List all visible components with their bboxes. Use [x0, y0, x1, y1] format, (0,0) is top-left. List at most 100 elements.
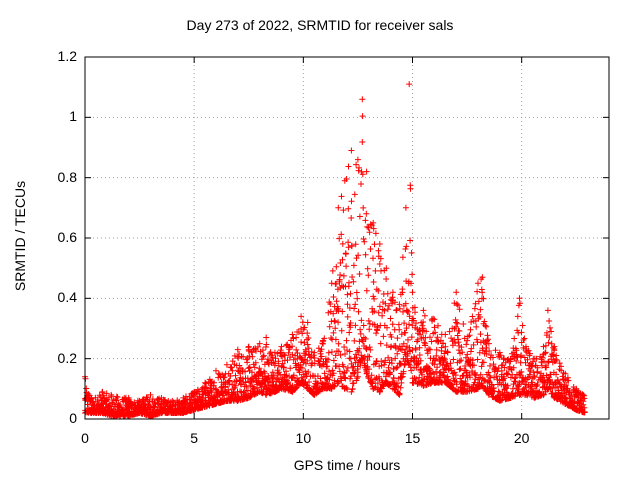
data-point [512, 393, 519, 400]
data-point [496, 349, 503, 356]
x-tick-label: 10 [295, 430, 312, 446]
data-point [253, 348, 259, 354]
data-point [479, 347, 486, 354]
data-point [108, 413, 115, 419]
data-point [452, 340, 459, 347]
data-point [469, 357, 476, 364]
data-point [360, 204, 367, 211]
data-point [311, 360, 318, 367]
data-point [416, 344, 423, 351]
data-point [296, 369, 303, 376]
data-point [380, 383, 387, 390]
data-point [545, 339, 552, 346]
data-point [357, 330, 364, 337]
data-point [514, 313, 521, 320]
data-point [453, 289, 460, 296]
data-point [202, 379, 209, 386]
data-point [485, 340, 492, 347]
data-point [448, 335, 455, 342]
data-point [136, 397, 143, 404]
data-point [477, 331, 484, 338]
data-point [355, 252, 362, 259]
data-point [482, 322, 489, 329]
data-point [191, 406, 198, 413]
data-point [514, 354, 521, 361]
data-point [516, 391, 523, 398]
data-point [147, 391, 154, 398]
data-point [384, 324, 390, 331]
data-point [385, 354, 392, 361]
data-point [338, 231, 345, 238]
data-point [350, 380, 357, 387]
data-point [489, 354, 496, 361]
data-point [507, 355, 514, 362]
data-point [331, 317, 338, 324]
data-point [393, 365, 400, 371]
data-point [474, 356, 481, 363]
data-point [581, 409, 588, 416]
data-point [202, 403, 209, 410]
data-point [431, 361, 438, 368]
data-point [393, 306, 400, 313]
data-point [395, 321, 402, 328]
y-tick-label: 0.8 [57, 168, 77, 185]
data-point [364, 265, 371, 272]
data-point [232, 372, 239, 379]
data-point [520, 336, 527, 343]
data-point [290, 356, 297, 363]
data-point [581, 395, 588, 402]
data-point [552, 358, 559, 364]
data-point [245, 365, 252, 372]
data-point [371, 241, 378, 248]
data-point [381, 361, 388, 368]
data-point [388, 343, 395, 350]
data-point [318, 353, 325, 360]
data-point [475, 298, 482, 305]
data-point [464, 351, 471, 358]
data-point [235, 355, 242, 362]
data-point [409, 289, 416, 296]
data-point [397, 384, 404, 391]
data-point [227, 373, 234, 379]
data-point [381, 307, 388, 314]
data-point [317, 350, 324, 357]
data-point [337, 272, 344, 278]
data-point [521, 335, 528, 342]
data-point [408, 280, 414, 287]
data-point [513, 358, 520, 364]
data-point [363, 346, 370, 353]
data-point [361, 238, 368, 245]
data-point [240, 353, 247, 360]
data-point [406, 313, 413, 320]
data-point [298, 374, 305, 381]
data-point [484, 337, 491, 344]
data-point [440, 340, 447, 347]
data-point [523, 343, 529, 350]
data-point [457, 365, 464, 372]
data-point [271, 388, 278, 395]
data-point [441, 356, 448, 363]
data-point [548, 328, 555, 335]
data-point [518, 329, 525, 336]
data-point [348, 198, 355, 205]
data-point [300, 359, 307, 366]
data-point [169, 397, 176, 404]
data-point [399, 343, 406, 350]
data-point [518, 352, 525, 359]
data-point [469, 313, 476, 320]
data-point [335, 348, 342, 355]
data-point [345, 244, 352, 251]
data-point [332, 325, 339, 332]
data-point [234, 397, 241, 404]
data-point [562, 400, 569, 407]
data-point [370, 219, 377, 226]
data-point [335, 319, 342, 326]
data-point [348, 388, 355, 395]
data-point [213, 400, 219, 407]
data-point [476, 349, 483, 356]
data-point [370, 279, 377, 285]
data-point [311, 391, 318, 398]
data-point [340, 370, 347, 377]
data-point [367, 246, 374, 252]
data-point [336, 368, 343, 375]
